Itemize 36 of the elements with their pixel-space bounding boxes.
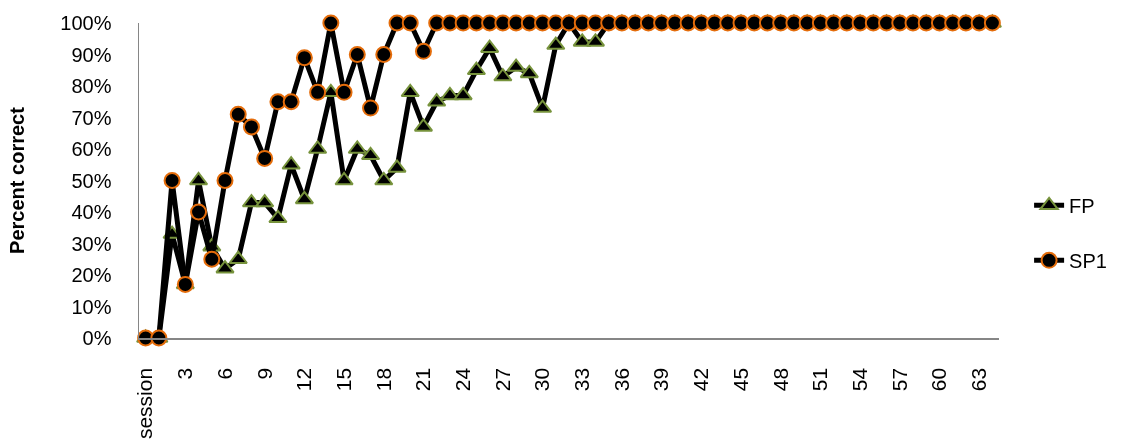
y-tick-label: 70% (71, 106, 112, 129)
y-tick-label: 90% (71, 43, 112, 66)
x-tick-label: 60 (927, 367, 951, 392)
x-tick-label: 6 (212, 367, 236, 380)
x-tick-label: 42 (689, 367, 713, 392)
y-tick-label: 50% (71, 169, 112, 192)
x-tick-label: 24 (450, 367, 474, 392)
x-tick-label: 27 (490, 367, 514, 392)
x-tick-label: 45 (728, 367, 752, 392)
x-tick-label: 63 (966, 367, 990, 392)
x-tick-label: session (133, 367, 157, 440)
y-tick-label: 100% (60, 12, 112, 34)
x-tick-label: 18 (371, 367, 395, 392)
x-tick-label: 21 (411, 367, 435, 392)
legend-label: SP1 (1069, 250, 1107, 273)
x-tick-label: 54 (847, 367, 871, 392)
legend-label: FP (1069, 195, 1095, 218)
y-tick-label: 80% (71, 75, 112, 97)
x-tick-label: 36 (609, 367, 633, 392)
x-tick-label: 39 (649, 367, 673, 392)
y-tick-label: 0% (82, 327, 112, 349)
x-tick-label: 15 (331, 367, 355, 392)
x-tick-label: 12 (292, 367, 316, 392)
x-tick-label: 51 (808, 367, 832, 392)
y-axis-title: Percent correct (6, 106, 29, 254)
y-tick-label: 40% (71, 201, 112, 223)
x-tick-label: 33 (570, 367, 594, 392)
x-tick-label: 57 (887, 367, 911, 392)
y-tick-label: 30% (71, 232, 112, 255)
x-tick-label: 48 (768, 367, 792, 392)
x-tick-label: 30 (530, 367, 554, 392)
y-tick-label: 10% (71, 295, 112, 318)
x-tick-label: 9 (252, 367, 276, 380)
y-tick-label: 60% (71, 138, 112, 160)
y-tick-label: 20% (71, 264, 112, 286)
x-tick-label: 3 (173, 367, 197, 380)
